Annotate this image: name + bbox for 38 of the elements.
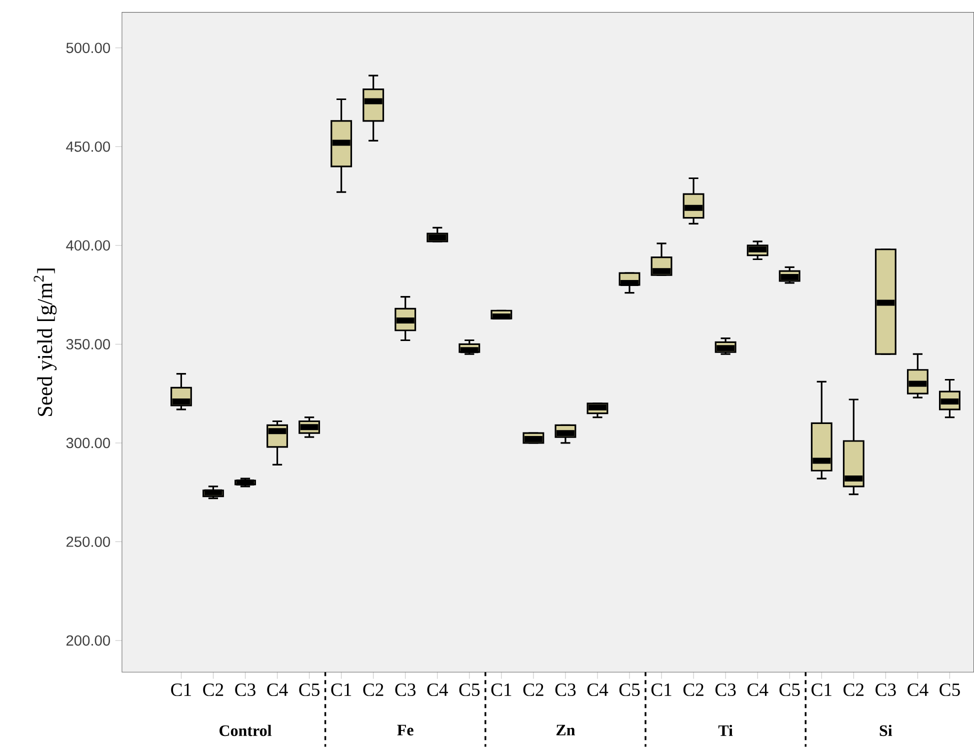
x-tick-label: C2 bbox=[844, 684, 864, 696]
y-tick-label: 250.00 bbox=[66, 536, 110, 548]
x-tick-label: C3 bbox=[235, 684, 256, 696]
x-tick-label: C5 bbox=[779, 684, 800, 696]
x-tick-label: C4 bbox=[908, 684, 928, 696]
x-tick-label: C2 bbox=[683, 684, 704, 696]
y-tick-label: 400.00 bbox=[66, 240, 110, 251]
x-tick-label: C1 bbox=[331, 684, 352, 696]
text: Control bbox=[220, 724, 272, 736]
y-tick-label: 500.00 bbox=[66, 42, 110, 54]
x-tick-label: C5 bbox=[619, 684, 640, 696]
x-tick-label: C5 bbox=[940, 684, 960, 696]
x-tick-label: C4 bbox=[427, 684, 448, 696]
y-tick-label: 350.00 bbox=[66, 339, 110, 350]
x-tick-label: C1 bbox=[651, 684, 672, 696]
x-tick-label: C3 bbox=[555, 684, 576, 696]
x-tick-label: C1 bbox=[171, 684, 191, 696]
x-tick-label: C1 bbox=[491, 684, 512, 696]
y-tick-label: 300.00 bbox=[66, 438, 110, 448]
x-tick-label: C4 bbox=[267, 684, 288, 696]
x-tick-label: C2 bbox=[203, 684, 224, 696]
x-tick-label: C5 bbox=[299, 684, 320, 696]
x-tick-label: C3 bbox=[395, 684, 416, 696]
x-tick-label: C3 bbox=[715, 684, 736, 696]
text: Fe bbox=[397, 725, 414, 736]
text: Zn bbox=[556, 725, 576, 736]
y-axis-title: Seed yield [g/m$^{2}$] bbox=[34, 268, 57, 416]
y-tick-label: 450.00 bbox=[66, 142, 110, 152]
x-tick-label: C3 bbox=[876, 684, 896, 696]
y-tick-label: 200.00 bbox=[66, 636, 110, 646]
x-tick-label: C1 bbox=[812, 684, 832, 696]
text: Si bbox=[880, 724, 892, 736]
x-tick-label: C2 bbox=[363, 684, 384, 696]
x-tick-label: C4 bbox=[747, 684, 768, 696]
x-tick-label: C4 bbox=[587, 684, 608, 696]
text: Ti bbox=[718, 724, 733, 736]
x-tick-label: C5 bbox=[459, 684, 480, 696]
x-tick-label: C2 bbox=[523, 684, 544, 696]
